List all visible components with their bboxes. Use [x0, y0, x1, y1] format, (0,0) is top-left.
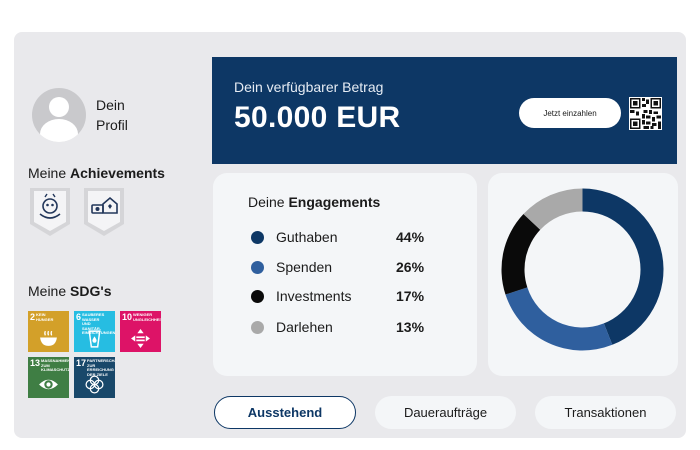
legend-item-spenden: Spenden 26%	[251, 259, 431, 275]
balance-label: Dein verfügbarer Betrag	[234, 79, 384, 95]
avatar-icon	[32, 88, 86, 142]
water-glass-icon	[88, 330, 101, 348]
eye-globe-icon	[39, 379, 58, 390]
pay-in-button[interactable]: Jetzt einzahlen	[519, 98, 621, 128]
sdgs-title: Meine SDG's	[28, 283, 112, 299]
legend-item-darlehen: Darlehen 13%	[251, 319, 431, 335]
legend-dot	[251, 289, 264, 303]
achievement-badges	[28, 186, 126, 238]
legend-item-investments: Investments 17%	[251, 288, 431, 304]
achievements-title: Meine Achievements	[28, 165, 165, 181]
sdg-tile-17[interactable]: 17Partnerschaften zur Erreichung der Zie…	[74, 357, 115, 398]
tab-transaktionen[interactable]: Transaktionen	[535, 396, 676, 429]
sdg-grid: 2Kein Hunger 6Sauberes Wasser und Sanitä…	[28, 311, 164, 398]
donut-slice-spenden	[505, 287, 613, 351]
engagements-card: Deine Engagements Guthaben 44% Spenden 2…	[213, 173, 477, 376]
achievement-badge-house-icon[interactable]	[82, 186, 126, 238]
donut-chart	[501, 188, 664, 351]
balance-panel: Dein verfügbarer Betrag 50.000 EUR Jetzt…	[212, 57, 677, 164]
legend-dot	[251, 260, 264, 274]
achievement-badge-donation-icon[interactable]	[28, 186, 72, 238]
donut-chart-card	[488, 173, 678, 376]
sdg-tile-13[interactable]: 13Massnahmen zum Klimaschutz	[28, 357, 69, 398]
legend-item-guthaben: Guthaben 44%	[251, 229, 431, 245]
balance-amount: 50.000 EUR	[234, 101, 401, 134]
donut-slice-guthaben	[582, 188, 664, 345]
legend-dot	[251, 320, 264, 334]
bowl-icon	[40, 330, 57, 346]
tab-dauerauftraege[interactable]: Daueraufträge	[375, 396, 516, 429]
sdg-tile-2[interactable]: 2Kein Hunger	[28, 311, 69, 352]
legend-dot	[251, 230, 264, 244]
engagements-title: Deine Engagements	[248, 194, 381, 210]
equality-arrows-icon	[131, 329, 150, 348]
partnership-rings-icon	[85, 375, 104, 394]
qr-code-icon[interactable]	[629, 97, 662, 130]
profile-link[interactable]: Dein Profil	[32, 88, 136, 142]
tab-ausstehend[interactable]: Ausstehend	[214, 396, 356, 429]
profile-label: Dein Profil	[96, 97, 128, 133]
sdg-tile-10[interactable]: 10Weniger Ungleichheiten	[120, 311, 161, 352]
donut-slice-investments	[501, 214, 541, 295]
sdg-tile-6[interactable]: 6Sauberes Wasser und Sanitär-einrichtung…	[74, 311, 115, 352]
donut-slice-darlehen	[523, 188, 583, 230]
